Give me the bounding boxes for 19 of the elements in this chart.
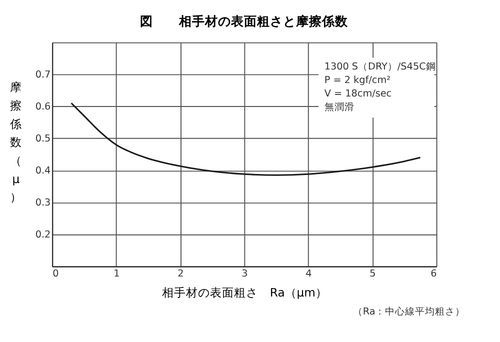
y-tick-label: 0.3: [35, 198, 51, 209]
annotation: 1300 S（DRY）/S45C鋼 P = 2 kgf/cm² V = 18cm/sec 無潤滑: [324, 61, 436, 113]
y-axis-title: 摩擦係数（μ）: [8, 80, 22, 204]
text: （Ra：中心線平均粗さ）: [352, 306, 466, 318]
y-tick-label: 0.4: [35, 166, 51, 177]
x-tick-label: 1: [114, 268, 120, 280]
x-tick-label: 4: [306, 268, 312, 280]
y-tick-label: 0.2: [35, 230, 51, 241]
x-axis-title: 相手材の表面粗さ Ra（μm）: [162, 286, 328, 300]
y-tick-label: 0.7: [35, 70, 51, 81]
chart-title: 図 相手材の表面粗さと摩擦係数: [140, 13, 350, 28]
x-tick-label: 5: [370, 268, 376, 280]
x-tick-label: 2: [178, 268, 184, 280]
y-tick-label: 0.5: [35, 134, 51, 145]
y-tick-label: 0.6: [35, 102, 51, 113]
x-tick-label: 6: [430, 268, 437, 280]
line-series: [70, 102, 422, 176]
x-tick-label: 0: [52, 268, 59, 280]
x-tick-label: 3: [242, 268, 248, 280]
